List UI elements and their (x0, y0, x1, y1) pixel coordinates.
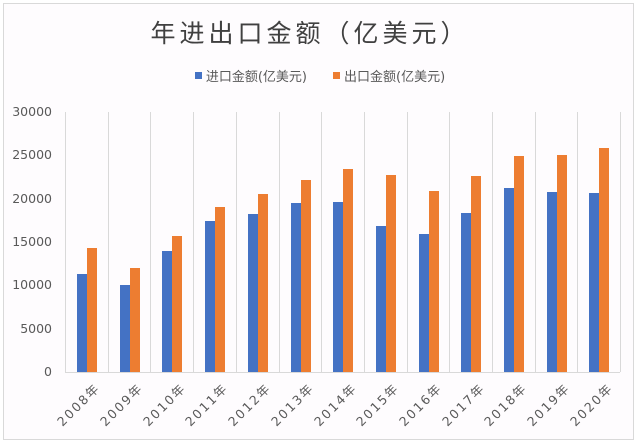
category-gridline (407, 112, 408, 372)
bar-import (547, 192, 557, 372)
category-gridline (65, 112, 66, 372)
bar-export (343, 169, 353, 372)
bar-export (514, 156, 524, 372)
category-gridline (108, 112, 109, 372)
bar-export (301, 180, 311, 372)
category-gridline (492, 112, 493, 372)
x-axis-baseline (65, 372, 620, 373)
bar-export (599, 148, 609, 372)
bar-export (429, 191, 439, 372)
legend-swatch-import-icon (195, 72, 202, 79)
category-gridline (577, 112, 578, 372)
bar-import (419, 234, 429, 372)
bar-export (87, 248, 97, 372)
bar-export (258, 194, 268, 372)
legend: 进口金额(亿美元) 出口金额(亿美元) (0, 66, 640, 85)
category-gridline (236, 112, 237, 372)
category-gridline (321, 112, 322, 372)
bar-import (376, 226, 386, 372)
y-tick-label: 5000 (2, 322, 52, 336)
legend-label-import: 进口金额(亿美元) (206, 66, 307, 85)
chart-title: 年进出口金额（亿美元） (0, 14, 620, 50)
bar-export (172, 236, 182, 372)
bar-import (589, 193, 599, 372)
y-tick-label: 10000 (2, 278, 52, 292)
bar-import (77, 274, 87, 372)
category-gridline (150, 112, 151, 372)
category-gridline (193, 112, 194, 372)
legend-item-export: 出口金额(亿美元) (333, 66, 445, 85)
category-gridline (449, 112, 450, 372)
bar-import (333, 202, 343, 372)
y-tick-label: 0 (2, 365, 52, 379)
bar-import (504, 188, 514, 372)
category-gridline (279, 112, 280, 372)
legend-label-export: 出口金额(亿美元) (344, 66, 445, 85)
bar-export (386, 175, 396, 372)
y-tick-label: 15000 (2, 235, 52, 249)
bar-export (215, 207, 225, 372)
bar-import (291, 203, 301, 372)
legend-item-import: 进口金额(亿美元) (195, 66, 307, 85)
bar-import (461, 213, 471, 372)
bar-import (248, 214, 258, 372)
bar-import (120, 285, 130, 372)
category-gridline (364, 112, 365, 372)
bar-import (205, 221, 215, 372)
bar-export (471, 176, 481, 372)
y-tick-label: 25000 (2, 148, 52, 162)
category-gridline (535, 112, 536, 372)
y-tick-label: 30000 (2, 105, 52, 119)
legend-swatch-export-icon (333, 72, 340, 79)
y-tick-label: 20000 (2, 192, 52, 206)
bar-import (162, 251, 172, 372)
category-gridline (620, 112, 621, 372)
bar-export (130, 268, 140, 372)
bar-export (557, 155, 567, 372)
